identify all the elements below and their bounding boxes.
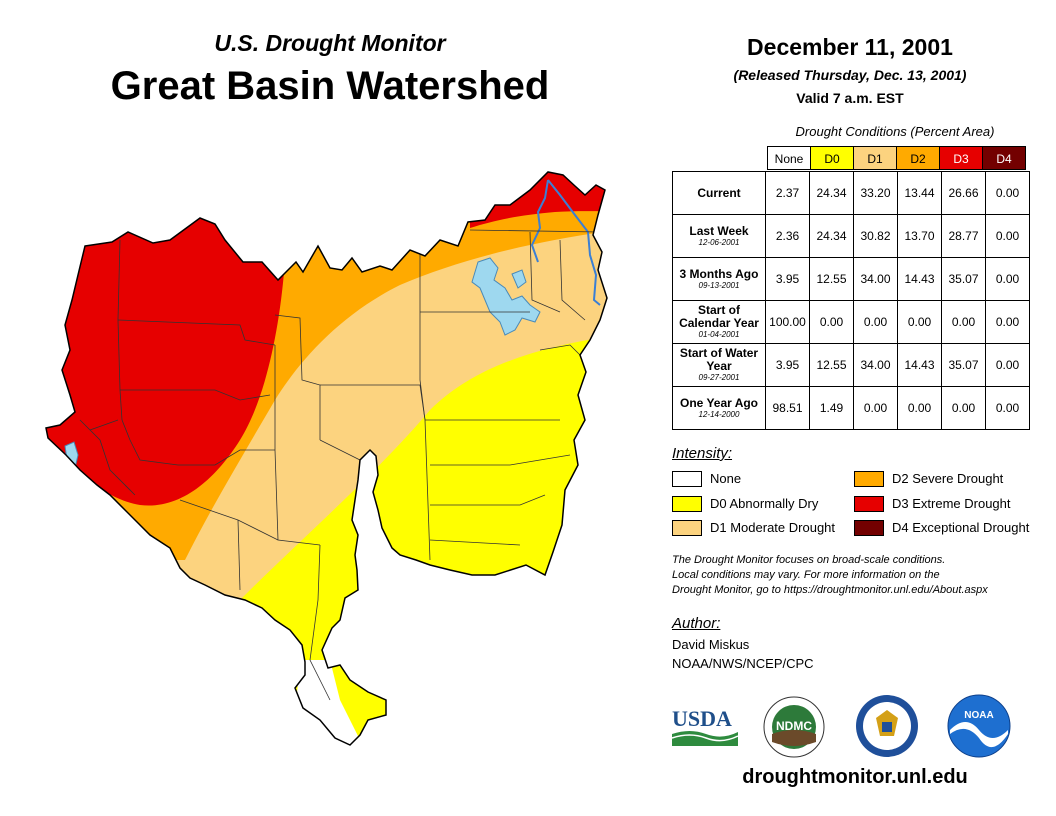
legend-swatch	[854, 520, 884, 536]
cell-d1: 0.00	[853, 300, 898, 344]
author-org: NOAA/NWS/NCEP/CPC	[672, 656, 814, 671]
cell-d4: 0.00	[985, 171, 1030, 215]
cell-d0: 12.55	[809, 343, 854, 387]
d3-zone-northeast	[470, 172, 607, 228]
cell-d2: 14.43	[897, 257, 942, 301]
table-row: Current 2.37 24.34 33.20 13.44 26.66 0.0…	[672, 171, 1030, 215]
cell-d4: 0.00	[985, 257, 1030, 301]
map-date: December 11, 2001	[747, 34, 953, 60]
utah-lake-north	[511, 269, 527, 289]
table-row: Start of Calendar Year 01-04-2001 100.00 …	[672, 300, 1030, 344]
col-none: None	[767, 146, 811, 170]
col-d1: D1	[853, 146, 897, 170]
legend-swatch	[672, 471, 702, 487]
author-label: Author:	[672, 615, 721, 632]
col-d0: D0	[810, 146, 854, 170]
cell-none: 98.51	[765, 386, 810, 430]
drought-table: Current 2.37 24.34 33.20 13.44 26.66 0.0…	[672, 171, 1030, 430]
map-title: Great Basin Watershed	[110, 64, 550, 108]
table-row: Last Week 12-06-2001 2.36 24.34 30.82 13.…	[672, 214, 1030, 258]
release-date: (Released Thursday, Dec. 13, 2001)	[733, 67, 967, 83]
table-row: 3 Months Ago 09-13-2001 3.95 12.55 34.00 …	[672, 257, 1030, 301]
cell-d0: 12.55	[809, 257, 854, 301]
valid-time: Valid 7 a.m. EST	[796, 90, 904, 106]
cell-none: 2.37	[765, 171, 810, 215]
map-subtitle: U.S. Drought Monitor	[214, 30, 446, 56]
col-d3: D3	[939, 146, 983, 170]
commerce-seal-icon	[856, 695, 918, 757]
row-label: 3 Months Ago 09-13-2001	[672, 257, 766, 301]
cell-d3: 28.77	[941, 214, 986, 258]
legend-swatch	[854, 471, 884, 487]
cell-d1: 34.00	[853, 257, 898, 301]
noaa-logo-icon: NOAA	[947, 694, 1011, 758]
cell-d3: 26.66	[941, 171, 986, 215]
table-row: Start of Water Year 09-27-2001 3.95 12.55…	[672, 343, 1030, 387]
cell-d1: 30.82	[853, 214, 898, 258]
col-d4: D4	[982, 146, 1026, 170]
cell-d2: 0.00	[897, 300, 942, 344]
drought-map	[45, 171, 608, 746]
cell-d1: 34.00	[853, 343, 898, 387]
cell-d2: 0.00	[897, 386, 942, 430]
disclaimer-note: The Drought Monitor focuses on broad-sca…	[672, 554, 988, 596]
cell-d3: 35.07	[941, 343, 986, 387]
cell-d0: 24.34	[809, 214, 854, 258]
cell-none: 100.00	[765, 300, 810, 344]
row-label: Start of Calendar Year 01-04-2001	[672, 300, 766, 344]
cell-d2: 13.70	[897, 214, 942, 258]
legend-swatch	[672, 520, 702, 536]
cell-d4: 0.00	[985, 300, 1030, 344]
legend-title: Intensity:	[672, 445, 733, 462]
cell-d1: 0.00	[853, 386, 898, 430]
table-row: One Year Ago 12-14-2000 98.51 1.49 0.00 0…	[672, 386, 1030, 430]
basin-outline	[45, 171, 608, 746]
footer-url[interactable]: droughtmonitor.unl.edu	[742, 766, 968, 788]
cell-d1: 33.20	[853, 171, 898, 215]
cell-none: 3.95	[765, 343, 810, 387]
table-caption: Drought Conditions (Percent Area)	[795, 124, 995, 139]
cell-none: 2.36	[765, 214, 810, 258]
col-d2: D2	[896, 146, 940, 170]
cell-d4: 0.00	[985, 214, 1030, 258]
cell-d3: 0.00	[941, 300, 986, 344]
row-label: Start of Water Year 09-27-2001	[672, 343, 766, 387]
row-label: Last Week 12-06-2001	[672, 214, 766, 258]
cell-d4: 0.00	[985, 343, 1030, 387]
row-label: One Year Ago 12-14-2000	[672, 386, 766, 430]
great-salt-lake	[471, 257, 541, 336]
cell-d2: 13.44	[897, 171, 942, 215]
svg-text:NDMC: NDMC	[776, 719, 812, 733]
legend-swatch	[672, 496, 702, 512]
cell-none: 3.95	[765, 257, 810, 301]
row-label: Current	[672, 171, 766, 215]
ndmc-logo-icon: NDMC	[763, 696, 825, 758]
bear-river	[530, 179, 601, 306]
author-name: David Miskus	[672, 637, 750, 652]
cell-d0: 1.49	[809, 386, 854, 430]
cell-d4: 0.00	[985, 386, 1030, 430]
cell-d2: 14.43	[897, 343, 942, 387]
cell-d0: 24.34	[809, 171, 854, 215]
usda-logo-icon: USDA	[671, 706, 739, 746]
cell-d0: 0.00	[809, 300, 854, 344]
svg-text:USDA: USDA	[672, 706, 732, 731]
svg-text:NOAA: NOAA	[964, 710, 993, 721]
cell-d3: 0.00	[941, 386, 986, 430]
legend-swatch	[854, 496, 884, 512]
cell-d3: 35.07	[941, 257, 986, 301]
